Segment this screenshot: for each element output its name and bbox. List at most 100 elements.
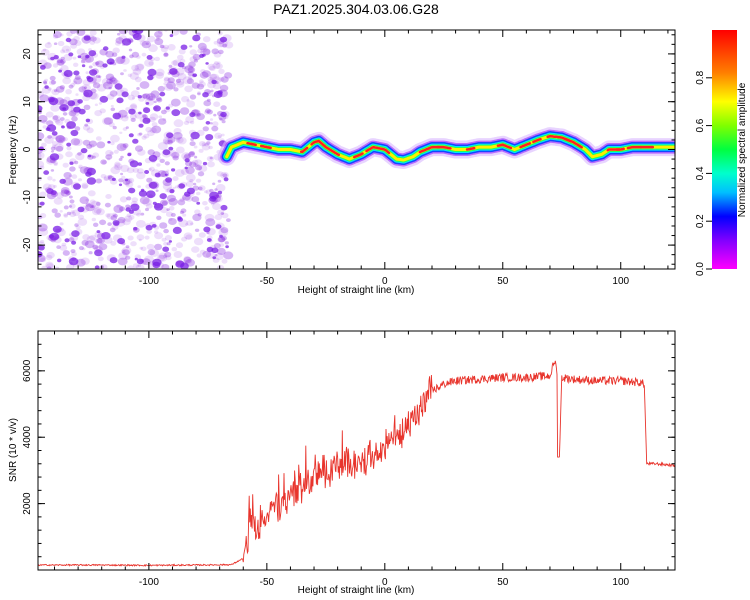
noise-blob (199, 71, 209, 79)
noise-blob (98, 75, 102, 78)
noise-blob (92, 245, 99, 250)
noise-blob (149, 113, 159, 121)
noise-blob (71, 240, 77, 245)
noise-blob (38, 223, 48, 232)
noise-blob (43, 62, 52, 69)
noise-blob (188, 151, 195, 158)
noise-blob (142, 114, 148, 120)
noise-blob (122, 43, 126, 46)
noise-blob (86, 144, 93, 149)
noise-blob (39, 191, 47, 198)
noise-blob (46, 191, 57, 200)
trace-peak (626, 145, 643, 150)
noise-blob (170, 212, 176, 217)
noise-blob (154, 232, 164, 240)
noise-blob (162, 118, 167, 121)
noise-blob (150, 90, 160, 98)
noise-blob (212, 82, 222, 90)
noise-blob (39, 146, 44, 150)
noise-blob (130, 203, 140, 211)
noise-blob (215, 193, 222, 198)
trace-peak (532, 137, 542, 144)
noise-blob (138, 132, 143, 136)
noise-blob (223, 251, 234, 260)
noise-blob (65, 151, 73, 158)
noise-blob (93, 222, 99, 227)
noise-blob (184, 65, 194, 74)
noise-blob (224, 41, 234, 49)
noise-blob (75, 258, 86, 267)
noise-blob (89, 205, 93, 209)
noise-blob (42, 48, 47, 52)
noise-blob (105, 194, 112, 199)
noise-blob (184, 158, 190, 163)
noise-blob (163, 52, 169, 57)
noise-blob (90, 36, 97, 42)
noise-blob (209, 73, 220, 82)
noise-blob (72, 81, 78, 85)
noise-blob (82, 139, 91, 146)
noise-blob (168, 240, 172, 243)
noise-blob (47, 87, 52, 91)
noise-blob (114, 41, 121, 46)
noise-blob (86, 76, 94, 82)
noise-blob (118, 158, 123, 161)
noise-blob (196, 201, 201, 205)
noise-blob (134, 257, 138, 261)
noise-blob (112, 212, 117, 216)
noise-blob (186, 99, 190, 102)
noise-blob (87, 154, 92, 158)
noise-blob (166, 187, 174, 194)
noise-blob (128, 133, 134, 138)
noise-blob (78, 246, 84, 251)
noise-blob (139, 81, 150, 89)
noise-blob (38, 228, 49, 236)
noise-blob (212, 202, 222, 211)
noise-blob (146, 93, 156, 101)
noise-blob (163, 82, 167, 85)
noise-blob (164, 140, 171, 145)
noise-blob (204, 108, 211, 114)
noise-blob (139, 196, 150, 205)
noise-blob (140, 246, 147, 252)
y-tick-label: 6000 (22, 359, 33, 382)
noise-blob (96, 141, 106, 149)
noise-blob (44, 85, 49, 89)
noise-blob (159, 222, 168, 229)
noise-blob (206, 231, 210, 234)
noise-blob (70, 138, 81, 146)
noise-blob (77, 152, 82, 156)
noise-blob (53, 31, 62, 39)
noise-blob (50, 191, 59, 197)
noise-blob (165, 211, 173, 217)
noise-blob (192, 213, 202, 222)
noise-blob (198, 186, 203, 191)
noise-blob (124, 255, 131, 260)
noise-blob (191, 109, 201, 117)
noise-blob (92, 37, 101, 44)
noise-blob (165, 106, 170, 110)
noise-blob (155, 155, 161, 160)
noise-blob (125, 126, 129, 129)
noise-blob (111, 79, 116, 84)
noise-blob (102, 81, 113, 90)
noise-blob (129, 54, 134, 59)
noise-blob (118, 209, 123, 213)
noise-blob (216, 247, 226, 255)
noise-blob (116, 97, 124, 104)
trace-peak (259, 144, 272, 150)
snr-y-ticks: 2000 4000 6000 (22, 330, 675, 571)
noise-blob (144, 98, 155, 106)
noise-blob (49, 232, 60, 241)
noise-blob (102, 46, 109, 51)
noise-blob (82, 124, 91, 131)
noise-blob (121, 246, 132, 255)
noise-blob (52, 115, 59, 120)
noise-blob (116, 204, 121, 208)
noise-blob (202, 92, 209, 98)
noise-blob (49, 153, 60, 161)
noise-blob (155, 189, 159, 192)
noise-blob (214, 243, 221, 249)
noise-blob (109, 77, 118, 85)
noise-blob (146, 229, 152, 234)
